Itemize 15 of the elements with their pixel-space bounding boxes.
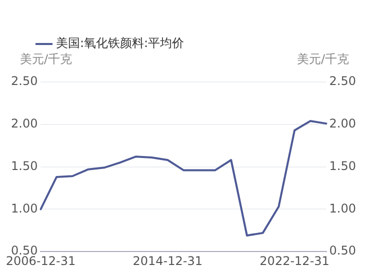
x-tick-label: 2022-12-31 [260,254,330,268]
y2-tick-label: 1.00 [329,201,356,216]
x-tick-label: 2014-12-31 [132,254,203,268]
y-tick-label: 1.00 [11,201,38,216]
y-tick-label: 1.50 [11,158,38,173]
y2-tick-label: 2.50 [329,74,356,88]
y-tick-label: 2.50 [11,74,38,88]
y2-tick-label: 2.00 [329,116,356,131]
y2-axis-title: 美元/千克 [296,52,349,66]
legend-label: 美国:氧化铁颜料:平均价 [56,36,184,50]
y-axis-title: 美元/千克 [20,52,72,66]
x-tick-label: 2006-12-31 [6,254,76,268]
y2-tick-label: 1.50 [329,158,356,173]
y-tick-label: 2.00 [11,116,38,131]
y2-tick-label: 0.50 [329,244,356,258]
